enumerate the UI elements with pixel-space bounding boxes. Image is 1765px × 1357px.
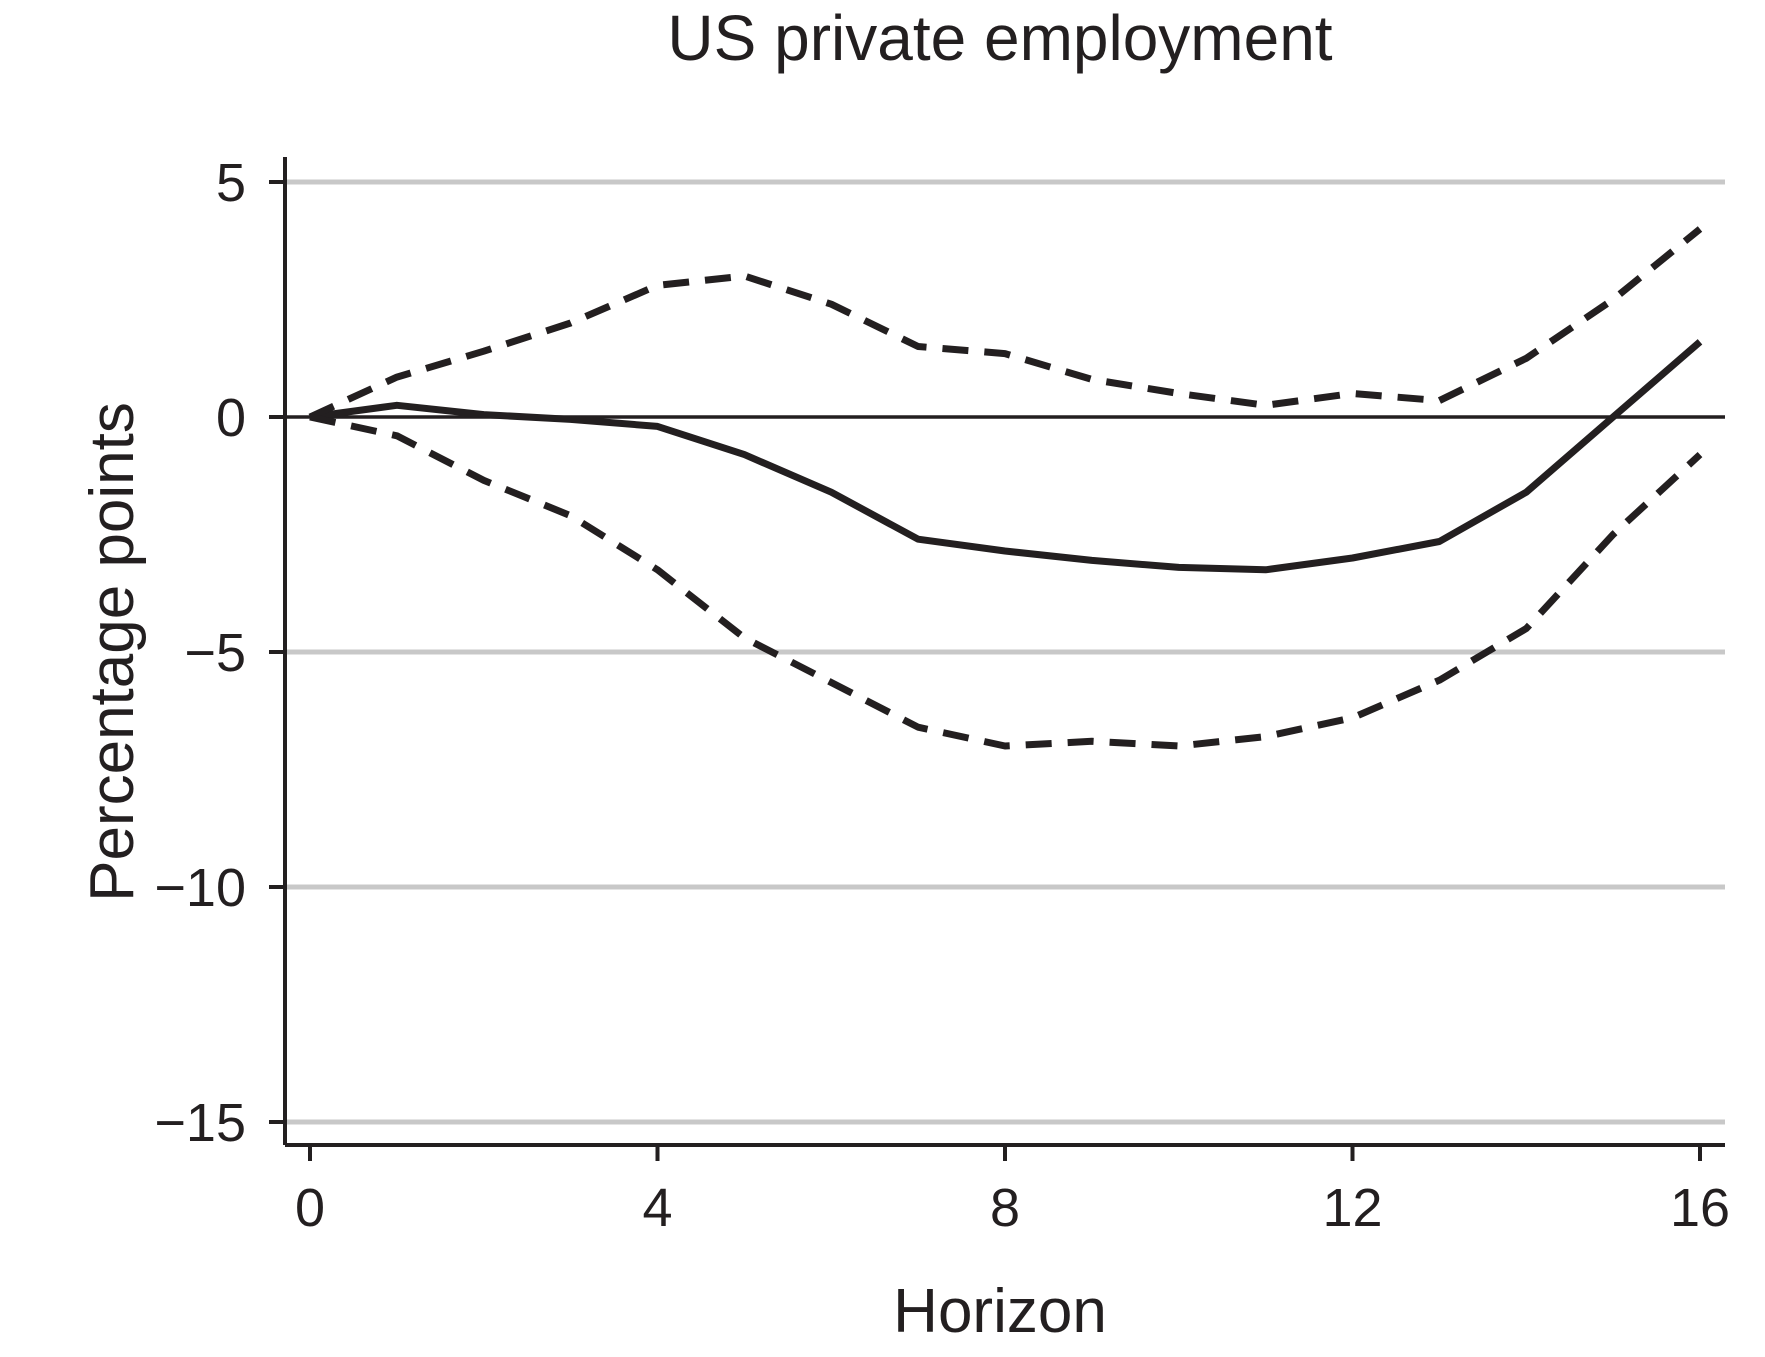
y-tick-label: 5 bbox=[216, 153, 246, 213]
x-tick-label: 12 bbox=[1322, 1178, 1382, 1238]
gridlines bbox=[285, 179, 1725, 1125]
x-tick-label: 0 bbox=[295, 1178, 325, 1238]
series-group bbox=[308, 226, 1703, 750]
x-tick-label: 8 bbox=[990, 1178, 1020, 1238]
y-axis-label: Percentage points bbox=[78, 402, 147, 902]
x-axis-label: Horizon bbox=[893, 1277, 1107, 1346]
y-tick-label: 0 bbox=[216, 388, 246, 448]
y-tick-label: −5 bbox=[184, 623, 246, 683]
series-line-lower-band bbox=[309, 413, 1703, 750]
series-line-point-estimate bbox=[309, 339, 1703, 574]
series-line-upper-band bbox=[308, 226, 1703, 421]
y-tick-label: −15 bbox=[154, 1093, 246, 1153]
x-tick-label: 4 bbox=[642, 1178, 672, 1238]
y-tick-label: −10 bbox=[154, 858, 246, 918]
x-axis-ticks: 0 4 8 12 16 bbox=[295, 1145, 1730, 1238]
y-axis-ticks: 5 0 −5 −10 −15 bbox=[154, 153, 285, 1153]
chart-title: US private employment bbox=[667, 2, 1332, 74]
x-tick-label: 16 bbox=[1670, 1178, 1730, 1238]
